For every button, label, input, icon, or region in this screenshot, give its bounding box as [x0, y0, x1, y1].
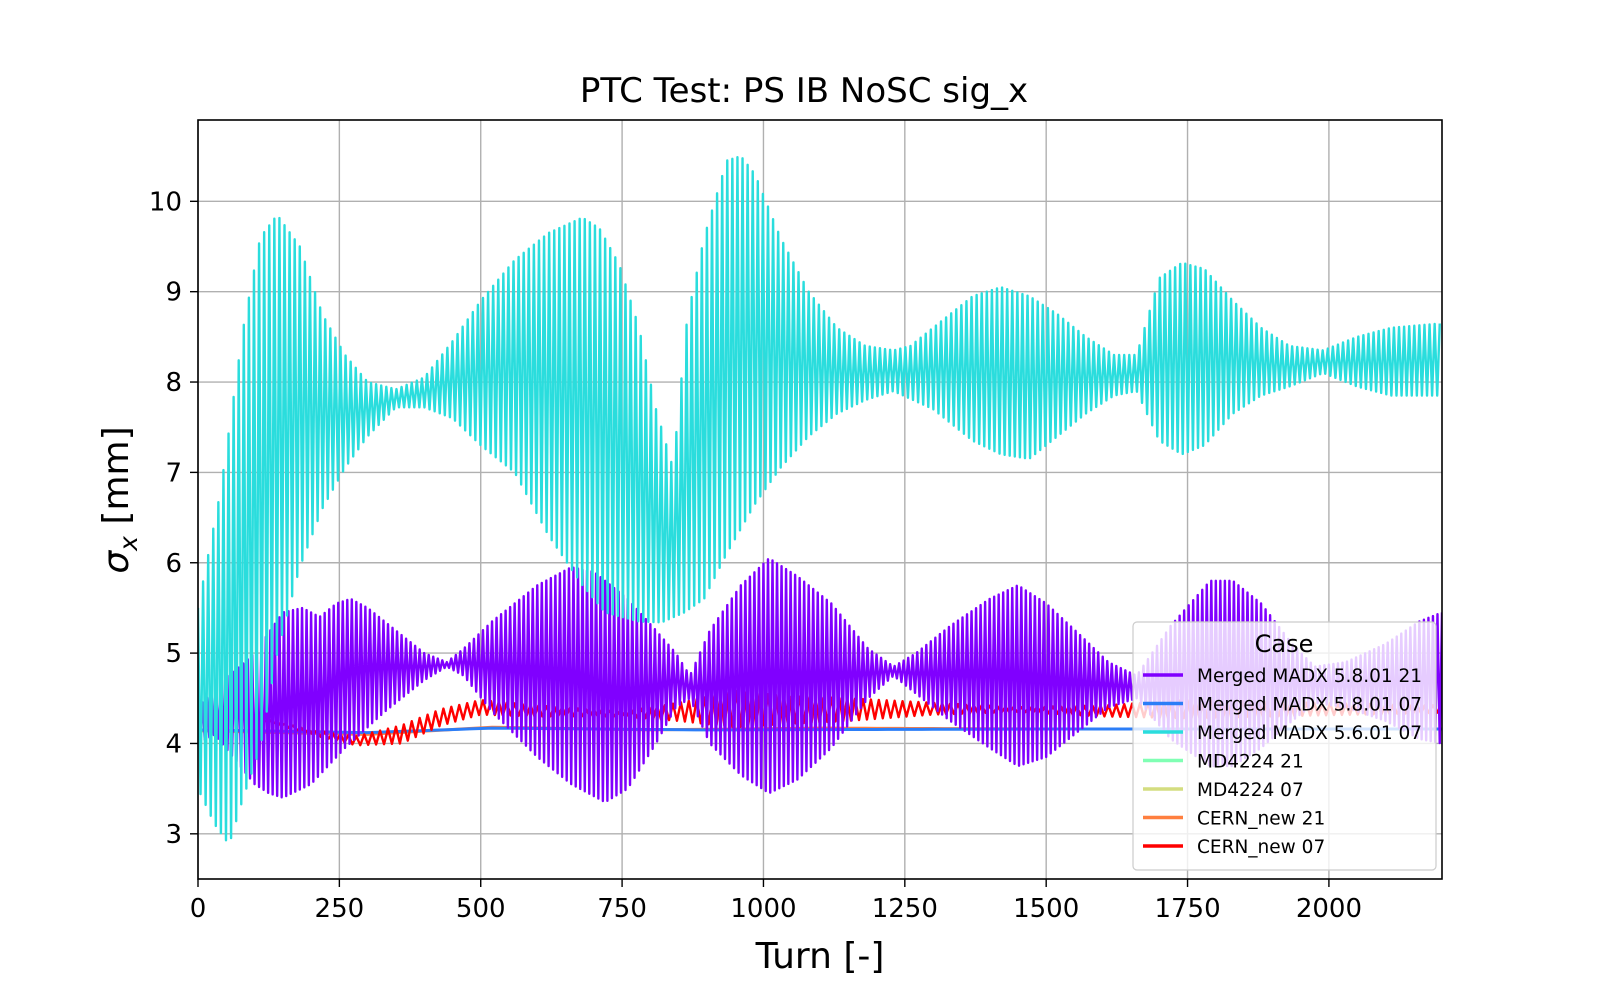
legend-label: Merged MADX 5.6.01 07 — [1197, 723, 1422, 744]
x-tick-label: 1750 — [1154, 894, 1220, 924]
y-axis-label-subscript: x — [114, 536, 143, 552]
x-tick-label: 1000 — [730, 894, 796, 924]
y-tick-label: 6 — [165, 549, 182, 579]
plot-frame — [197, 119, 1443, 880]
x-axis: 0 250 500 750 1000 1250 1500 1750 2000 — [190, 879, 1362, 924]
legend-label: Merged MADX 5.8.01 07 — [1197, 695, 1422, 716]
series-line-merged-madx-5-6-01-07 — [198, 156, 1441, 842]
y-axis-label-unit: [mm] — [96, 426, 137, 536]
chart-title: PTC Test: PS IB NoSC sig_x — [580, 71, 1028, 111]
y-axis-label: σx [mm] — [96, 426, 143, 573]
y-axis-label-symbol: σ — [96, 550, 137, 574]
x-tick-label: 0 — [190, 894, 207, 924]
x-tick-label: 1250 — [872, 894, 938, 924]
x-tick-label: 250 — [315, 894, 365, 924]
y-tick-label: 5 — [165, 639, 182, 669]
x-tick-label: 500 — [456, 894, 506, 924]
x-tick-label: 750 — [597, 894, 647, 924]
x-tick-label: 2000 — [1296, 894, 1362, 924]
legend-entries: Merged MADX 5.8.01 21 Merged MADX 5.8.01 … — [1143, 666, 1422, 858]
y-tick-label: 7 — [165, 458, 182, 488]
y-axis: 3 4 5 6 7 8 9 10 — [149, 187, 198, 850]
y-tick-label: 8 — [165, 368, 182, 398]
legend-box — [1132, 621, 1437, 871]
x-axis-label: Turn [-] — [755, 936, 885, 977]
legend-label: CERN_new 21 — [1197, 809, 1325, 830]
legend-title: Case — [1255, 630, 1314, 658]
legend-label: MD4224 07 — [1197, 780, 1304, 801]
y-tick-label: 3 — [165, 820, 182, 850]
y-tick-label: 4 — [165, 729, 182, 759]
x-tick-label: 1500 — [1013, 894, 1079, 924]
legend-label: Merged MADX 5.8.01 21 — [1197, 666, 1422, 687]
y-tick-label: 9 — [165, 278, 182, 308]
legend-label: CERN_new 07 — [1197, 837, 1325, 858]
y-tick-label: 10 — [149, 187, 182, 217]
legend-label: MD4224 21 — [1197, 752, 1304, 773]
